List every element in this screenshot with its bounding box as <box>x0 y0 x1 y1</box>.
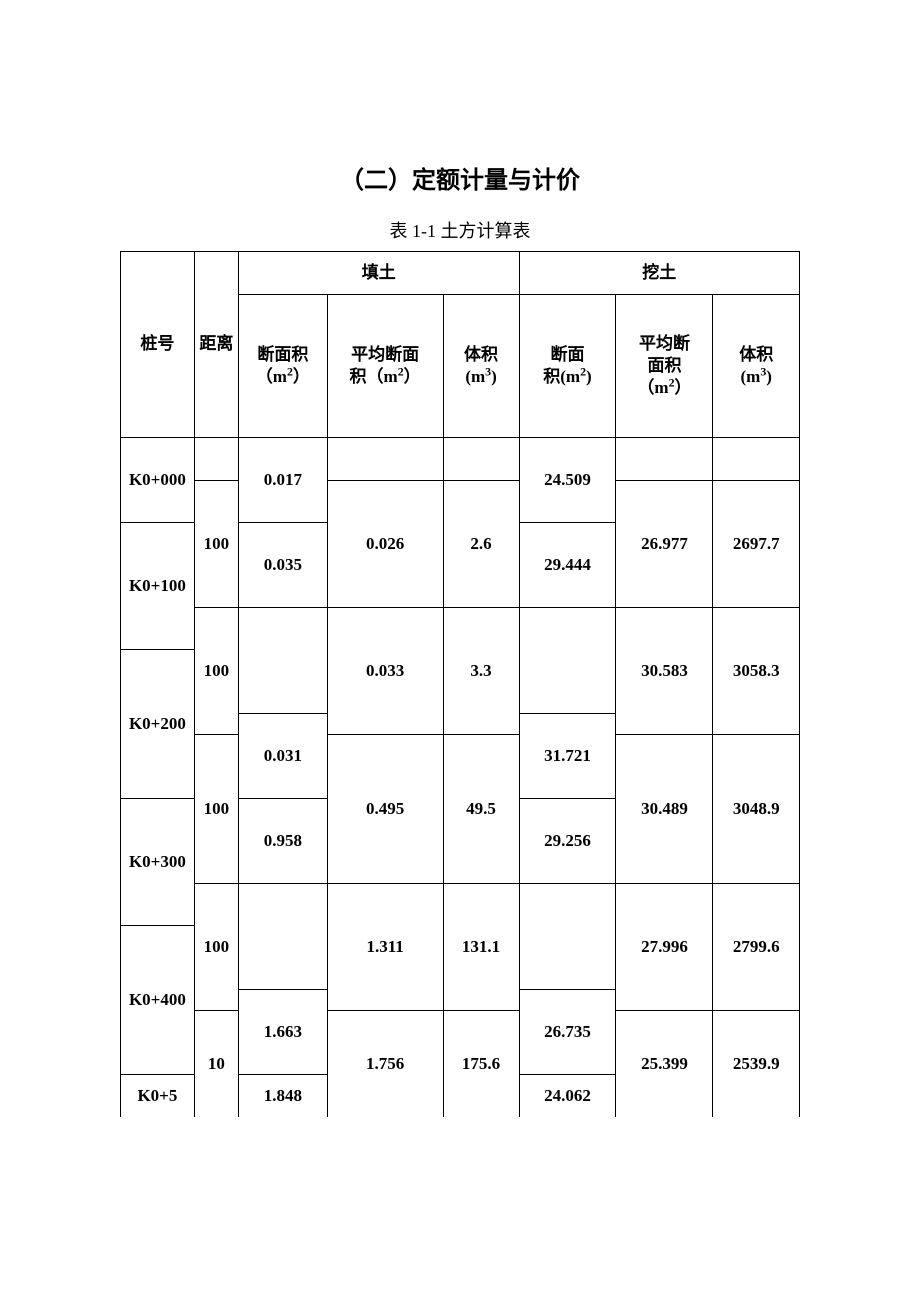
cell-fill-area-2: 0.031 <box>239 714 328 799</box>
cell-fill-avg-2: 0.495 <box>327 735 443 884</box>
cell-fill-area-1b <box>239 608 328 714</box>
cell-cut-vol-4: 2539.9 <box>713 1011 800 1118</box>
cell-cut-vol-0: 2697.7 <box>713 481 800 608</box>
cell-cut-area-1: 29.444 <box>519 523 616 608</box>
cell-stake-0: K0+000 <box>121 438 195 523</box>
earthwork-table: 桩号 距离 填土 挖土 断面积（m2） 平均断面积（m2） 体积(m3) 断面积… <box>120 251 800 1117</box>
cell-dist-0: 100 <box>194 481 238 608</box>
cell-cut-avg-0: 26.977 <box>616 481 713 608</box>
cell-cut-avg-2: 30.489 <box>616 735 713 884</box>
cell-fill-vol-empty <box>443 438 519 481</box>
cell-cut-area-3b <box>519 884 616 990</box>
th-fill-avg: 平均断面积（m2） <box>327 295 443 438</box>
cell-fill-area-3: 0.958 <box>239 799 328 884</box>
cell-dist-4: 10 <box>194 1011 238 1118</box>
th-cut-group: 挖土 <box>519 252 800 295</box>
cell-cut-avg-1: 30.583 <box>616 608 713 735</box>
cell-fill-area-4: 1.663 <box>239 990 328 1075</box>
cell-stake-2: K0+200 <box>121 650 195 799</box>
cell-fill-vol-3: 131.1 <box>443 884 519 1011</box>
cell-cut-area-5: 24.062 <box>519 1075 616 1118</box>
cell-fill-vol-0: 2.6 <box>443 481 519 608</box>
cell-fill-avg-1: 0.033 <box>327 608 443 735</box>
page-title: （二）定额计量与计价 <box>0 160 920 195</box>
cell-cut-vol-3: 2799.6 <box>713 884 800 1011</box>
table-caption: 表 1-1 土方计算表 <box>0 217 920 243</box>
th-fill-group: 填土 <box>239 252 519 295</box>
th-stake: 桩号 <box>121 252 195 438</box>
cell-dist-2: 100 <box>194 735 238 884</box>
cell-fill-avg-3: 1.311 <box>327 884 443 1011</box>
cell-stake-3: K0+300 <box>121 799 195 926</box>
cell-cut-vol-2: 3048.9 <box>713 735 800 884</box>
th-cut-area: 断面积(m2) <box>519 295 616 438</box>
cell-cut-area-4: 26.735 <box>519 990 616 1075</box>
cell-cut-area-1b <box>519 608 616 714</box>
th-cut-vol: 体积(m3) <box>713 295 800 438</box>
cell-cut-area-2: 31.721 <box>519 714 616 799</box>
th-cut-avg: 平均断面积（m2） <box>616 295 713 438</box>
cell-stake-4: K0+400 <box>121 926 195 1075</box>
cell-fill-vol-1: 3.3 <box>443 608 519 735</box>
cell-fill-area-1: 0.035 <box>239 523 328 608</box>
th-fill-vol: 体积(m3) <box>443 295 519 438</box>
th-fill-area: 断面积（m2） <box>239 295 328 438</box>
cell-dist-3: 100 <box>194 884 238 1011</box>
cell-fill-avg-empty <box>327 438 443 481</box>
th-dist: 距离 <box>194 252 238 438</box>
cell-cut-area-0: 24.509 <box>519 438 616 523</box>
cell-cut-vol-empty <box>713 438 800 481</box>
cell-fill-area-0: 0.017 <box>239 438 328 523</box>
cell-dist-1: 100 <box>194 608 238 735</box>
cell-cut-vol-1: 3058.3 <box>713 608 800 735</box>
cell-cut-area-3: 29.256 <box>519 799 616 884</box>
cell-fill-vol-4: 175.6 <box>443 1011 519 1118</box>
cell-cut-avg-empty <box>616 438 713 481</box>
cell-cut-avg-3: 27.996 <box>616 884 713 1011</box>
cell-cut-avg-4: 25.399 <box>616 1011 713 1118</box>
cell-stake-1: K0+100 <box>121 523 195 650</box>
cell-fill-area-5: 1.848 <box>239 1075 328 1118</box>
cell-stake-5: K0+5 <box>121 1075 195 1118</box>
cell-fill-avg-0: 0.026 <box>327 481 443 608</box>
cell-dist-empty <box>194 438 238 481</box>
cell-fill-avg-4: 1.756 <box>327 1011 443 1118</box>
cell-fill-vol-2: 49.5 <box>443 735 519 884</box>
cell-fill-area-3b <box>239 884 328 990</box>
